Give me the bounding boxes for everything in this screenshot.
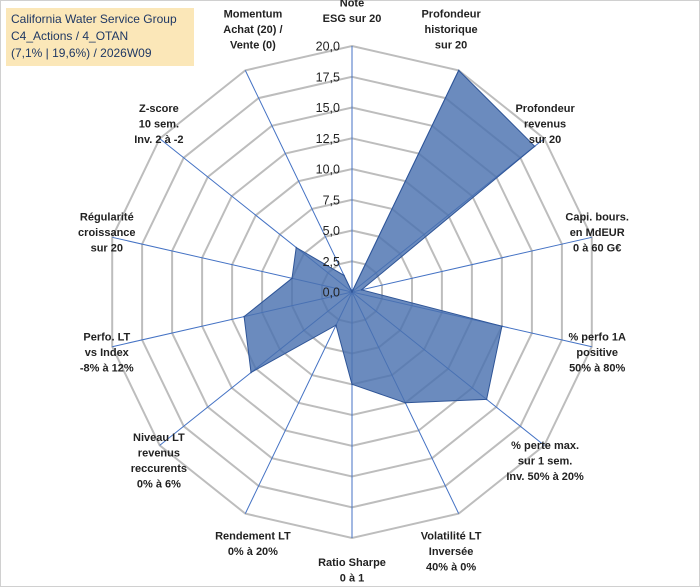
axis-label-line: Régularité bbox=[80, 211, 134, 223]
axis-label-line: sur 20 bbox=[529, 134, 561, 146]
series-layer bbox=[243, 69, 536, 404]
axis-spoke bbox=[244, 291, 353, 514]
tick-label: 2,5 bbox=[323, 255, 340, 269]
axis-label-line: 40% à 0% bbox=[426, 561, 476, 573]
axis-label: Momentum Achat (20) / Vente (0) bbox=[223, 9, 282, 52]
axis-label-line: sur 1 sem. bbox=[518, 455, 572, 467]
axis-label-layer: Note ESG sur 20 Profondeur historique sur 20… bbox=[78, 0, 629, 585]
data-point bbox=[291, 277, 293, 280]
data-point bbox=[457, 69, 460, 72]
data-point bbox=[295, 246, 298, 249]
tick-label: 5,0 bbox=[323, 224, 340, 238]
axis-label-line: croissance bbox=[78, 227, 135, 239]
data-point bbox=[335, 324, 337, 327]
axis-label-line: % perfo 1A bbox=[568, 332, 626, 344]
axis-label-line: Rendement LT bbox=[215, 530, 291, 542]
tick-label: 17,5 bbox=[316, 70, 340, 84]
axis-label: Perfo. LT vs Index -8% à 12% bbox=[80, 332, 134, 375]
axis-label: Niveau LT revenus reccurents 0% à 6% bbox=[131, 432, 187, 491]
data-point bbox=[351, 383, 353, 386]
axis-label-line: Achat (20) / bbox=[223, 24, 282, 36]
axis-label: Régularité croissance sur 20 bbox=[78, 211, 135, 254]
axis-label-line: Profondeur bbox=[515, 103, 575, 115]
data-point bbox=[243, 315, 245, 318]
axis-label-line: Vente (0) bbox=[230, 40, 276, 52]
data-point bbox=[343, 274, 345, 277]
tick-label: 0,0 bbox=[323, 286, 340, 300]
axis-label: Rendement LT 0% à 20% bbox=[215, 530, 291, 558]
chart-header-box: California Water Service Group C4_Action… bbox=[6, 8, 194, 66]
data-point bbox=[533, 145, 536, 148]
data-point bbox=[351, 291, 353, 293]
axis-label-line: Capi. bours. bbox=[565, 211, 629, 223]
axis-label: Z-score 10 sem. Inv. 2 à -2 bbox=[134, 103, 183, 146]
axis-label-line: 0 à 60 G€ bbox=[573, 242, 621, 254]
tick-label: 12,5 bbox=[316, 132, 340, 146]
axis-label: % perte max. sur 1 sem. Inv. 50% à 20% bbox=[506, 440, 584, 483]
axis-label-line: 0 à 1 bbox=[340, 573, 364, 585]
axis-label-line: Note bbox=[340, 0, 364, 10]
axis-label-line: revenus bbox=[524, 119, 566, 131]
axis-label: % perfo 1A positive 50% à 80% bbox=[568, 332, 626, 375]
axis-label-line: sur 20 bbox=[91, 242, 123, 254]
axis-label: Volatilité LT Inversée 40% à 0% bbox=[421, 530, 482, 573]
axis-label-line: 0% à 6% bbox=[137, 479, 181, 491]
axis-label-line: 10 sem. bbox=[139, 119, 179, 131]
axis-label-line: Inv. 2 à -2 bbox=[134, 134, 183, 146]
data-point bbox=[404, 402, 407, 404]
axis-label-line: % perte max. bbox=[511, 440, 579, 452]
data-point bbox=[501, 325, 503, 328]
axis-label: Note ESG sur 20 bbox=[323, 0, 382, 25]
axis-label-line: Perfo. LT bbox=[83, 332, 130, 344]
axis-label-line: Z-score bbox=[139, 103, 179, 115]
axis-label-line: Inversée bbox=[429, 546, 474, 558]
axis-label-line: Niveau LT bbox=[133, 432, 185, 444]
axis-label-line: historique bbox=[425, 24, 478, 36]
tick-label: 20,0 bbox=[316, 40, 340, 54]
axis-label: Ratio Sharpe 0 à 1 bbox=[318, 557, 386, 585]
tick-layer: 0,0 2,5 5,0 7,5 10,0 12,5 15,0 17,5 20,0 bbox=[316, 40, 340, 300]
tick-label: 10,0 bbox=[316, 163, 340, 177]
axis-label-line: -8% à 12% bbox=[80, 363, 134, 375]
axis-label-line: Inv. 50% à 20% bbox=[506, 471, 584, 483]
axis-label-line: reccurents bbox=[131, 463, 187, 475]
axis-label-line: positive bbox=[576, 347, 618, 359]
axis-label-line: Volatilité LT bbox=[421, 530, 482, 542]
axis-label: Profondeur revenus sur 20 bbox=[515, 103, 575, 146]
header-stats: (7,1% | 19,6%) / 2026W09 bbox=[11, 46, 152, 60]
axis-label-line: en MdEUR bbox=[570, 227, 625, 239]
header-company: California Water Service Group bbox=[11, 12, 177, 26]
axis-label-line: sur 20 bbox=[435, 40, 467, 52]
axis-label-line: Ratio Sharpe bbox=[318, 557, 386, 569]
data-point bbox=[485, 398, 488, 401]
axis-label-line: ESG sur 20 bbox=[323, 13, 382, 25]
axis-label-line: Momentum bbox=[224, 9, 283, 21]
axis-label-line: 0% à 20% bbox=[228, 546, 278, 558]
axis-label: Profondeur historique sur 20 bbox=[421, 9, 481, 52]
tick-label: 7,5 bbox=[323, 193, 340, 207]
axis-label: Capi. bours. en MdEUR 0 à 60 G€ bbox=[565, 211, 629, 254]
axis-label-line: 50% à 80% bbox=[569, 363, 625, 375]
tick-label: 15,0 bbox=[316, 101, 340, 115]
data-point bbox=[360, 289, 363, 291]
axis-label-line: vs Index bbox=[85, 347, 130, 359]
axis-label-line: revenus bbox=[138, 448, 180, 460]
axis-spoke bbox=[351, 236, 592, 293]
axis-spoke bbox=[244, 70, 353, 293]
header-category: C4_Actions / 4_OTAN bbox=[11, 29, 129, 43]
axis-label-line: Profondeur bbox=[421, 9, 481, 21]
data-point bbox=[250, 371, 252, 374]
